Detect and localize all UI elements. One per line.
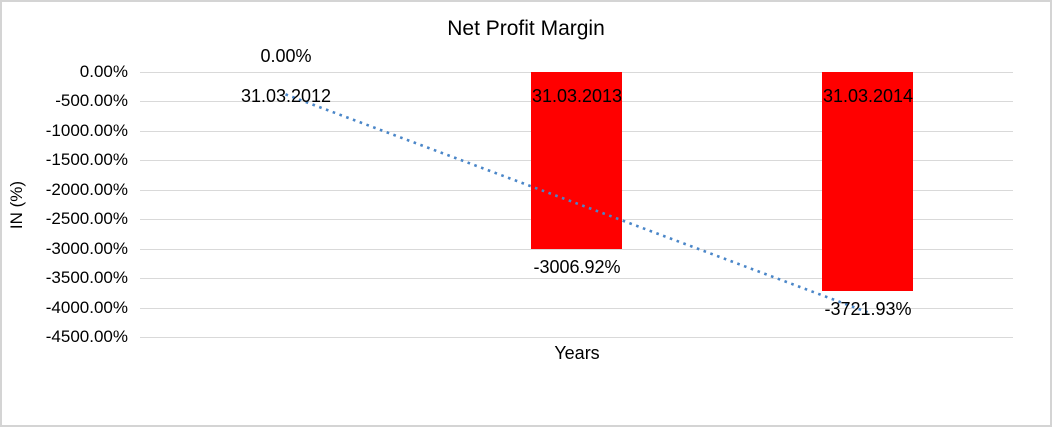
y-tick-label: -1000.00% [45,121,128,140]
chart-title: Net Profit Margin [447,17,605,40]
y-tick-label: -3500.00% [45,268,128,287]
y-tick-label: -2500.00% [45,209,128,228]
data-label: 0.00% [260,46,312,66]
x-category-label: 31.03.2012 [240,86,332,106]
data-label: -3721.93% [824,299,912,319]
y-tick-label: -3000.00% [45,239,128,258]
y-tick-label: 0.00% [79,62,128,81]
gridline [140,337,1013,338]
x-category-label: 31.03.2014 [822,86,914,106]
x-axis-title: Years [554,343,600,363]
y-axis-title: IN (%) [7,180,26,230]
data-label: -3006.92% [533,257,621,277]
x-category-label: 31.03.2013 [531,86,623,106]
y-tick-label: -4500.00% [45,327,128,346]
y-tick-label: -2000.00% [45,180,128,199]
y-tick-label: -1500.00% [45,150,128,169]
y-tick-label: -500.00% [55,91,128,110]
y-tick-label: -4000.00% [45,298,128,317]
